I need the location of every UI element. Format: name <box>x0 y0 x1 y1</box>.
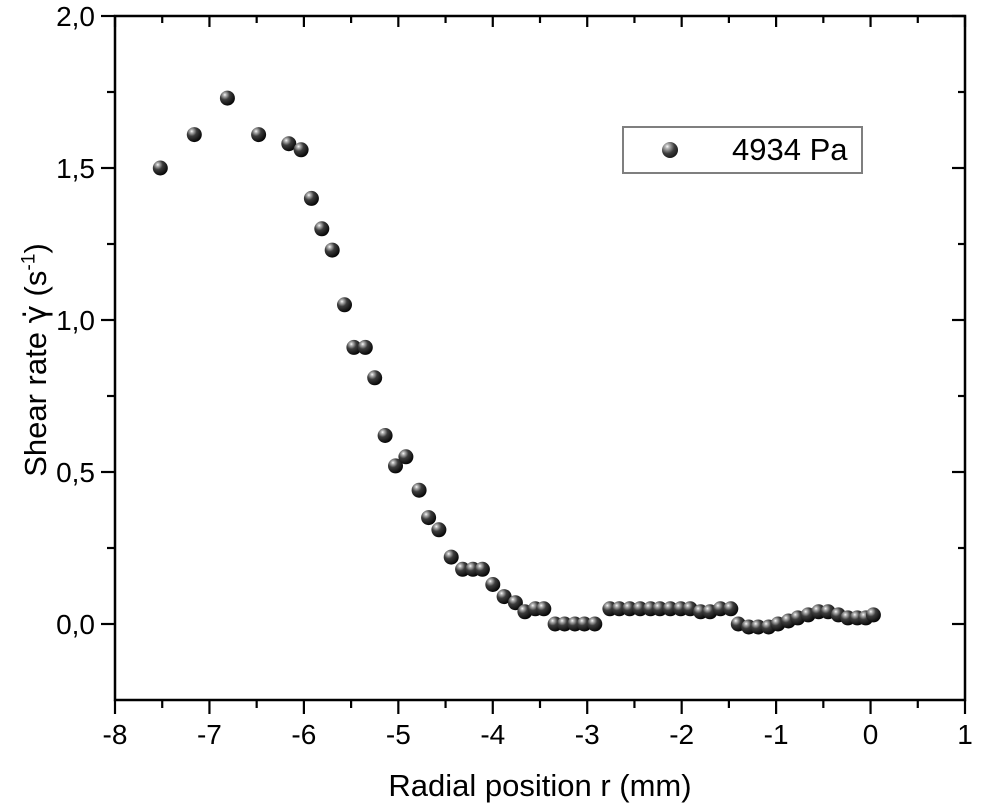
data-point <box>346 339 362 355</box>
data-point <box>662 601 678 617</box>
y-axis-unit-close: ) <box>18 243 53 254</box>
x-tick-label: -8 <box>103 719 128 750</box>
data-point <box>712 601 728 617</box>
x-tick-label: -2 <box>669 719 694 750</box>
data-point <box>750 619 766 635</box>
x-tick-label: -1 <box>764 719 789 750</box>
axis-ticks <box>101 14 967 714</box>
x-axis-title: Radial position r (mm) <box>388 768 692 803</box>
x-tick-label: 0 <box>863 719 879 750</box>
data-point <box>496 589 512 605</box>
data-point <box>723 601 739 617</box>
data-point <box>293 142 309 158</box>
data-point <box>324 242 340 258</box>
data-point <box>421 510 437 526</box>
data-point <box>507 595 523 611</box>
data-point <box>251 127 267 143</box>
data-point <box>536 601 552 617</box>
y-axis-title: Shear rate γ̇ (s-1) <box>18 243 54 477</box>
data-point <box>611 601 627 617</box>
x-tick-label: -3 <box>575 719 600 750</box>
data-point <box>455 561 471 577</box>
plot-frame <box>113 14 967 702</box>
x-tick-label: -7 <box>197 719 222 750</box>
axis-tick-labels: -8 -7 -6 -5 -4 -3 -2 -1 0 1 0,0 0,5 1,0 1,5 2,0 <box>56 1 973 750</box>
data-point <box>357 339 373 355</box>
data-point <box>443 549 459 565</box>
y-tick-label: 1,5 <box>56 153 95 184</box>
plot-border <box>113 14 967 702</box>
y-axis-unit-open: (s <box>18 270 53 306</box>
data-point <box>398 449 414 465</box>
x-tick-label: -6 <box>291 719 316 750</box>
data-point <box>337 297 352 313</box>
data-point <box>474 561 490 577</box>
data-point <box>576 616 592 632</box>
legend-series-label: 4934 Pa <box>732 132 848 167</box>
data-points <box>152 90 881 635</box>
data-point <box>314 221 330 237</box>
data-point <box>622 601 638 617</box>
data-point <box>431 522 447 538</box>
data-point <box>485 577 501 592</box>
x-tick-label: -5 <box>386 719 411 750</box>
data-point <box>865 607 881 623</box>
y-tick-label: 1,0 <box>56 305 95 336</box>
data-point <box>632 601 648 617</box>
gamma-dot-symbol: γ̇ <box>18 305 54 324</box>
y-axis-unit-exponent: -1 <box>18 253 40 271</box>
data-point <box>388 458 403 474</box>
x-tick-label: 1 <box>957 719 973 750</box>
legend-sphere-marker-icon <box>662 142 678 158</box>
data-point <box>652 601 668 617</box>
data-point <box>303 190 319 206</box>
y-tick-label: 0,5 <box>56 457 95 488</box>
x-tick-label: -4 <box>480 719 505 750</box>
y-tick-label: 0,0 <box>56 609 95 640</box>
data-point <box>367 370 383 386</box>
data-point <box>152 160 168 176</box>
data-point <box>587 616 603 632</box>
legend-box: 4934 Pa <box>622 126 863 174</box>
data-point <box>411 482 427 498</box>
data-point <box>219 90 235 106</box>
y-axis-title-text: Shear rate <box>18 323 53 477</box>
data-point <box>186 127 202 143</box>
data-point <box>557 616 573 632</box>
data-point <box>377 428 393 443</box>
data-point <box>281 136 297 152</box>
y-tick-label: 2,0 <box>56 1 95 32</box>
